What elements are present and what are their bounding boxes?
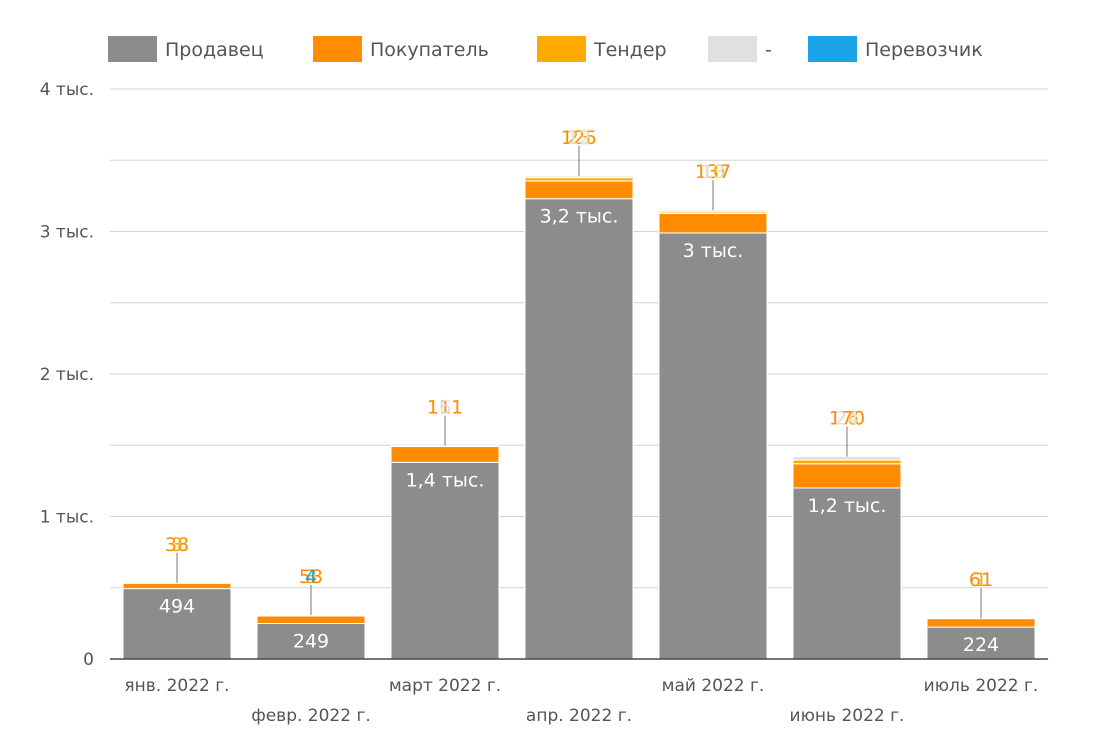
ext-label-1-2: 111 bbox=[427, 397, 463, 419]
ext-label-3-5: 24 bbox=[835, 408, 859, 430]
data-label-0: 494 bbox=[159, 596, 195, 618]
bar-segment-3-2 bbox=[390, 445, 500, 448]
bar-segment-3-4 bbox=[658, 209, 768, 213]
bar-segment-3-5 bbox=[792, 456, 902, 461]
ext-label-3-3: 12 bbox=[567, 127, 591, 149]
ext-label-3-2: 6 bbox=[439, 397, 451, 419]
ext-label-2-0: 3 bbox=[171, 534, 183, 556]
bar-segment-2-0 bbox=[122, 582, 232, 584]
bar-segment-1-0 bbox=[122, 582, 232, 590]
bar-segment-1-3 bbox=[524, 180, 634, 200]
bar-segment-0-4 bbox=[658, 232, 768, 660]
ext-label-4-1: 4 bbox=[305, 566, 317, 588]
x-tick-label-1: февр. 2022 г. bbox=[251, 706, 371, 726]
y-tick-label: 3 тыс. bbox=[40, 223, 94, 243]
ext-label-1-4: 137 bbox=[695, 161, 731, 183]
legend-swatch-2 bbox=[537, 36, 586, 62]
bar-segment-2-5 bbox=[792, 459, 902, 465]
x-tick-label-2: март 2022 г. bbox=[389, 676, 501, 696]
ext-label-1-0: 38 bbox=[165, 534, 189, 556]
ext-label-1-1: 53 bbox=[299, 566, 323, 588]
data-label-1: 249 bbox=[293, 631, 329, 653]
ext-label-2-4: 10 bbox=[701, 161, 725, 183]
bar-segment-1-5 bbox=[792, 463, 902, 489]
bar-segment-3-3 bbox=[524, 175, 634, 179]
ext-label-1-3: 125 bbox=[561, 127, 597, 149]
ext-label-2-6: 1 bbox=[975, 569, 987, 591]
bar-segment-0-0 bbox=[122, 588, 232, 660]
data-label-5: 1,2 тыс. bbox=[808, 495, 887, 517]
legend-swatch-4 bbox=[808, 36, 857, 62]
legend-label-2: Тендер bbox=[593, 39, 667, 61]
legend-label-1: Покупатель bbox=[370, 39, 489, 61]
bar-segment-4-1 bbox=[256, 614, 366, 617]
legend-swatch-0 bbox=[108, 36, 157, 62]
ext-label-2-3: 23 bbox=[567, 127, 591, 149]
ext-label-3-4: 13 bbox=[701, 161, 725, 183]
bar-segment-0-2 bbox=[390, 461, 500, 660]
ext-label-2-5: 26 bbox=[835, 408, 859, 430]
ext-label-2-1: 3 bbox=[305, 566, 317, 588]
y-tick-label: 1 тыс. bbox=[40, 508, 94, 528]
ext-label-1-6: 61 bbox=[969, 569, 993, 591]
x-tick-label-6: июль 2022 г. bbox=[924, 676, 1039, 696]
data-label-3: 3,2 тыс. bbox=[540, 206, 619, 228]
bar-segment-1-1 bbox=[256, 615, 366, 625]
bar-segment-1-4 bbox=[658, 212, 768, 234]
legend-label-3: - bbox=[765, 39, 772, 61]
bar-segment-2-6 bbox=[926, 617, 1036, 620]
x-tick-label-3: апр. 2022 г. bbox=[526, 706, 632, 726]
y-tick-label: 0 bbox=[83, 650, 94, 670]
x-tick-label-4: май 2022 г. bbox=[662, 676, 765, 696]
legend-label-0: Продавец bbox=[165, 39, 264, 61]
ext-label-1-5: 170 bbox=[829, 408, 865, 430]
x-tick-label-5: июнь 2022 г. bbox=[790, 706, 905, 726]
bar-segment-0-5 bbox=[792, 487, 902, 660]
y-tick-label: 4 тыс. bbox=[40, 80, 94, 100]
data-label-2: 1,4 тыс. bbox=[406, 469, 485, 491]
legend-swatch-1 bbox=[313, 36, 362, 62]
bar-segment-1-6 bbox=[926, 617, 1036, 628]
x-tick-label-0: янв. 2022 г. bbox=[124, 676, 229, 696]
data-label-4: 3 тыс. bbox=[683, 240, 744, 262]
legend-label-4: Перевозчик bbox=[865, 39, 983, 61]
data-label-6: 224 bbox=[963, 634, 999, 656]
legend-swatch-3 bbox=[708, 36, 757, 62]
bar-segment-0-3 bbox=[524, 198, 634, 660]
y-tick-label: 2 тыс. bbox=[40, 365, 94, 385]
bar-segment-1-2 bbox=[390, 446, 500, 463]
